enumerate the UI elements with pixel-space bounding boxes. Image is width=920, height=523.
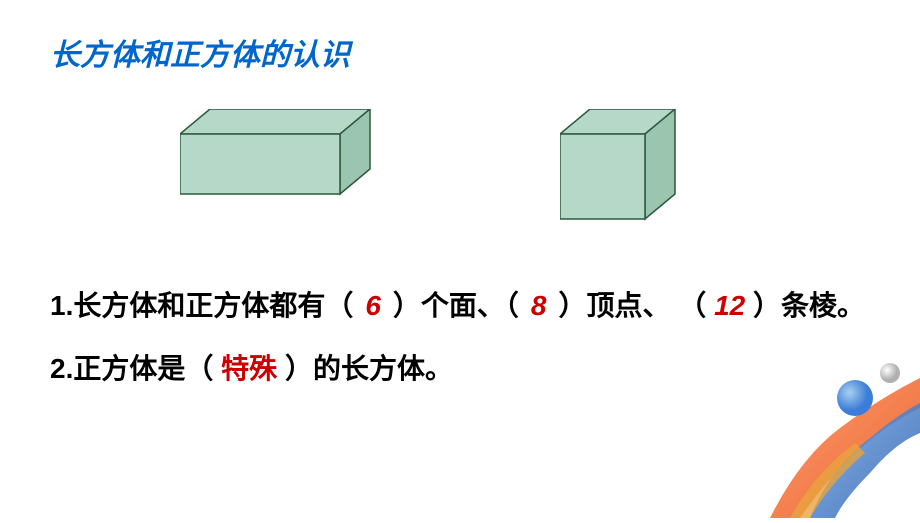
s1-text-3: ）顶点、 （: [559, 290, 707, 321]
s1-blank-edges: 12: [714, 279, 745, 332]
corner-decoration: [720, 338, 920, 518]
page-title: 长方体和正方体的认识: [50, 30, 870, 74]
statement-1: 1.长方体和正方体都有（ 6 ）个面、（ 8 ）顶点、 （ 12 ）条棱。: [50, 279, 870, 332]
s1-blank-vertices: 8: [527, 279, 551, 332]
s1-text-4: ）条棱。: [753, 290, 865, 321]
shapes-row: [180, 109, 870, 234]
s2-text-1: 2.正方体是（: [50, 353, 213, 384]
s2-text-2: ）的长方体。: [285, 353, 453, 384]
s2-blank-special: 特殊: [221, 353, 277, 384]
slide-container: 长方体和正方体的认识 1.长方体和正方体都有（ 6 ）个面、（ 8 ）顶点、 （…: [0, 0, 920, 518]
cuboid-shape: [180, 109, 380, 234]
cube-shape: [560, 109, 690, 234]
s1-text-2: ）个面、（: [393, 290, 519, 321]
s1-blank-faces: 6: [361, 279, 385, 332]
s1-text-1: 1.长方体和正方体都有（: [50, 290, 353, 321]
